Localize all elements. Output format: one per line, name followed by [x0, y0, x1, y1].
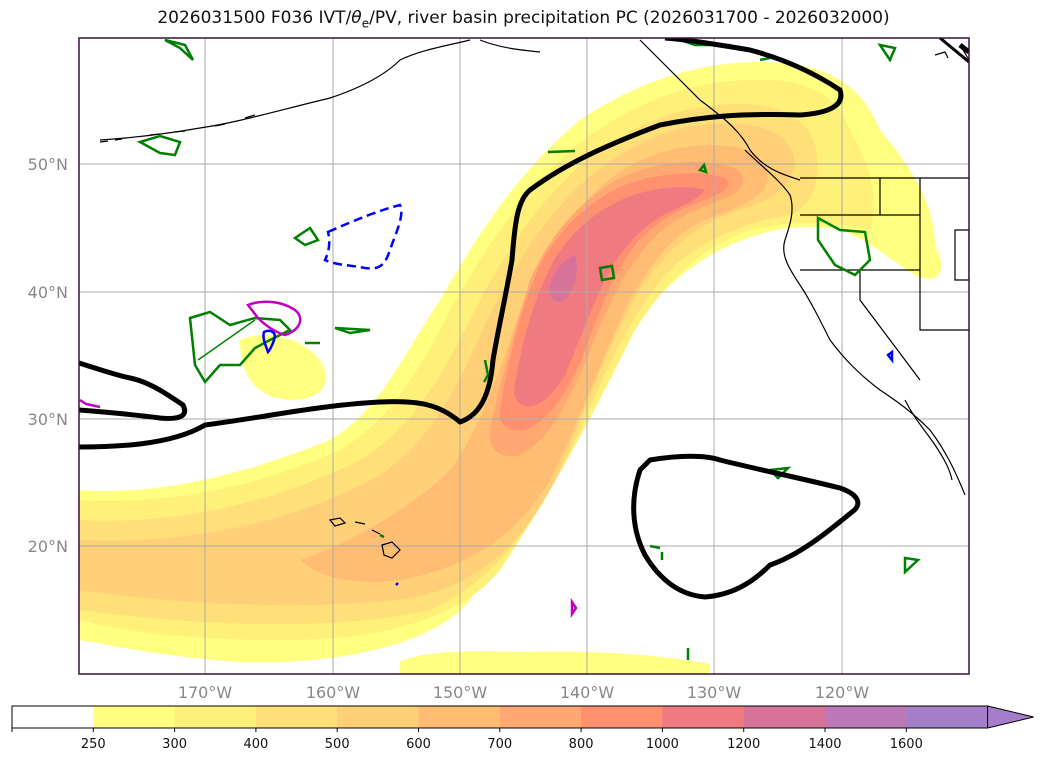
colorbar-tick-label: 300	[162, 737, 187, 752]
blue-contours	[262, 203, 894, 586]
colorbar-segment	[12, 706, 94, 728]
hawaii	[328, 517, 401, 559]
colorbar-tick-label: 1000	[646, 737, 679, 752]
colorbar-segment	[499, 706, 582, 728]
ivt-band-1200	[549, 255, 577, 302]
theta-closed-contour	[631, 453, 861, 600]
latitude-labels: 50°N 40°N 30°N 20°N	[28, 155, 68, 556]
bc-coast	[744, 149, 966, 496]
colorbar-segment	[174, 706, 257, 728]
colorbar-tick-label: 600	[406, 737, 431, 752]
theta-contours	[79, 38, 969, 600]
lat-label-20n: 20°N	[28, 537, 68, 556]
colorbar-extend-arrow	[987, 705, 1034, 729]
graticule	[79, 38, 969, 674]
colorbar-segment	[418, 706, 501, 728]
theta-main-contour	[79, 38, 844, 450]
colorbar-tick-label: 500	[325, 737, 350, 752]
map-title: 2026031500 F036 IVT/θe/PV, river basin p…	[157, 8, 890, 31]
theta-ne-contour	[958, 43, 969, 54]
lon-label-140w: 140°W	[560, 683, 615, 702]
dashed-blue-contour	[323, 203, 403, 270]
magenta-contours	[79, 300, 578, 619]
lon-label-120w: 120°W	[815, 683, 870, 702]
colorbar-segment	[255, 706, 338, 728]
lon-label-130w: 130°W	[687, 683, 742, 702]
theta-west-contour	[79, 360, 188, 421]
longitude-labels: 170°W 160°W 150°W 140°W 130°W 120°W	[178, 683, 870, 702]
map-frame	[78, 37, 970, 675]
colorbar-tick-label: 800	[569, 737, 594, 752]
pv-contours	[136, 38, 921, 660]
lon-label-150w: 150°W	[433, 683, 488, 702]
colorbar-segment	[743, 706, 826, 728]
ivt-filled-contours	[79, 62, 942, 674]
colorbar: 250 300 400 500 600 700 800 1000 1200 1400 1600	[11, 705, 1034, 752]
colorbar-segment	[581, 706, 663, 728]
colorbar-tick-label: 250	[81, 737, 106, 752]
map-panel	[79, 38, 969, 674]
colorbar-tick-label: 1600	[890, 737, 923, 752]
baja	[904, 399, 953, 481]
colorbar-tick-label: 400	[243, 737, 268, 752]
coastline-thick	[939, 38, 969, 64]
colorbar-segment	[662, 706, 745, 728]
colorbar-tick-label: 700	[487, 737, 512, 752]
lat-label-50n: 50°N	[28, 155, 68, 174]
colorbar-segment	[906, 706, 989, 728]
lat-label-30n: 30°N	[28, 410, 68, 429]
lat-label-40n: 40°N	[28, 283, 68, 302]
lon-label-170w: 170°W	[178, 683, 233, 702]
ivt-band-250c	[240, 335, 326, 400]
lon-label-160w: 160°W	[306, 683, 361, 702]
ivt-band-1000	[514, 187, 705, 407]
colorbar-segment	[825, 706, 907, 728]
colorbar-tick-label: 1200	[727, 737, 760, 752]
colorbar-segment	[337, 706, 419, 728]
colorbar-segment	[93, 706, 176, 728]
colorbar-tick-label: 1400	[808, 737, 841, 752]
ivt-band-250b	[400, 651, 710, 674]
aleutians	[99, 114, 256, 143]
